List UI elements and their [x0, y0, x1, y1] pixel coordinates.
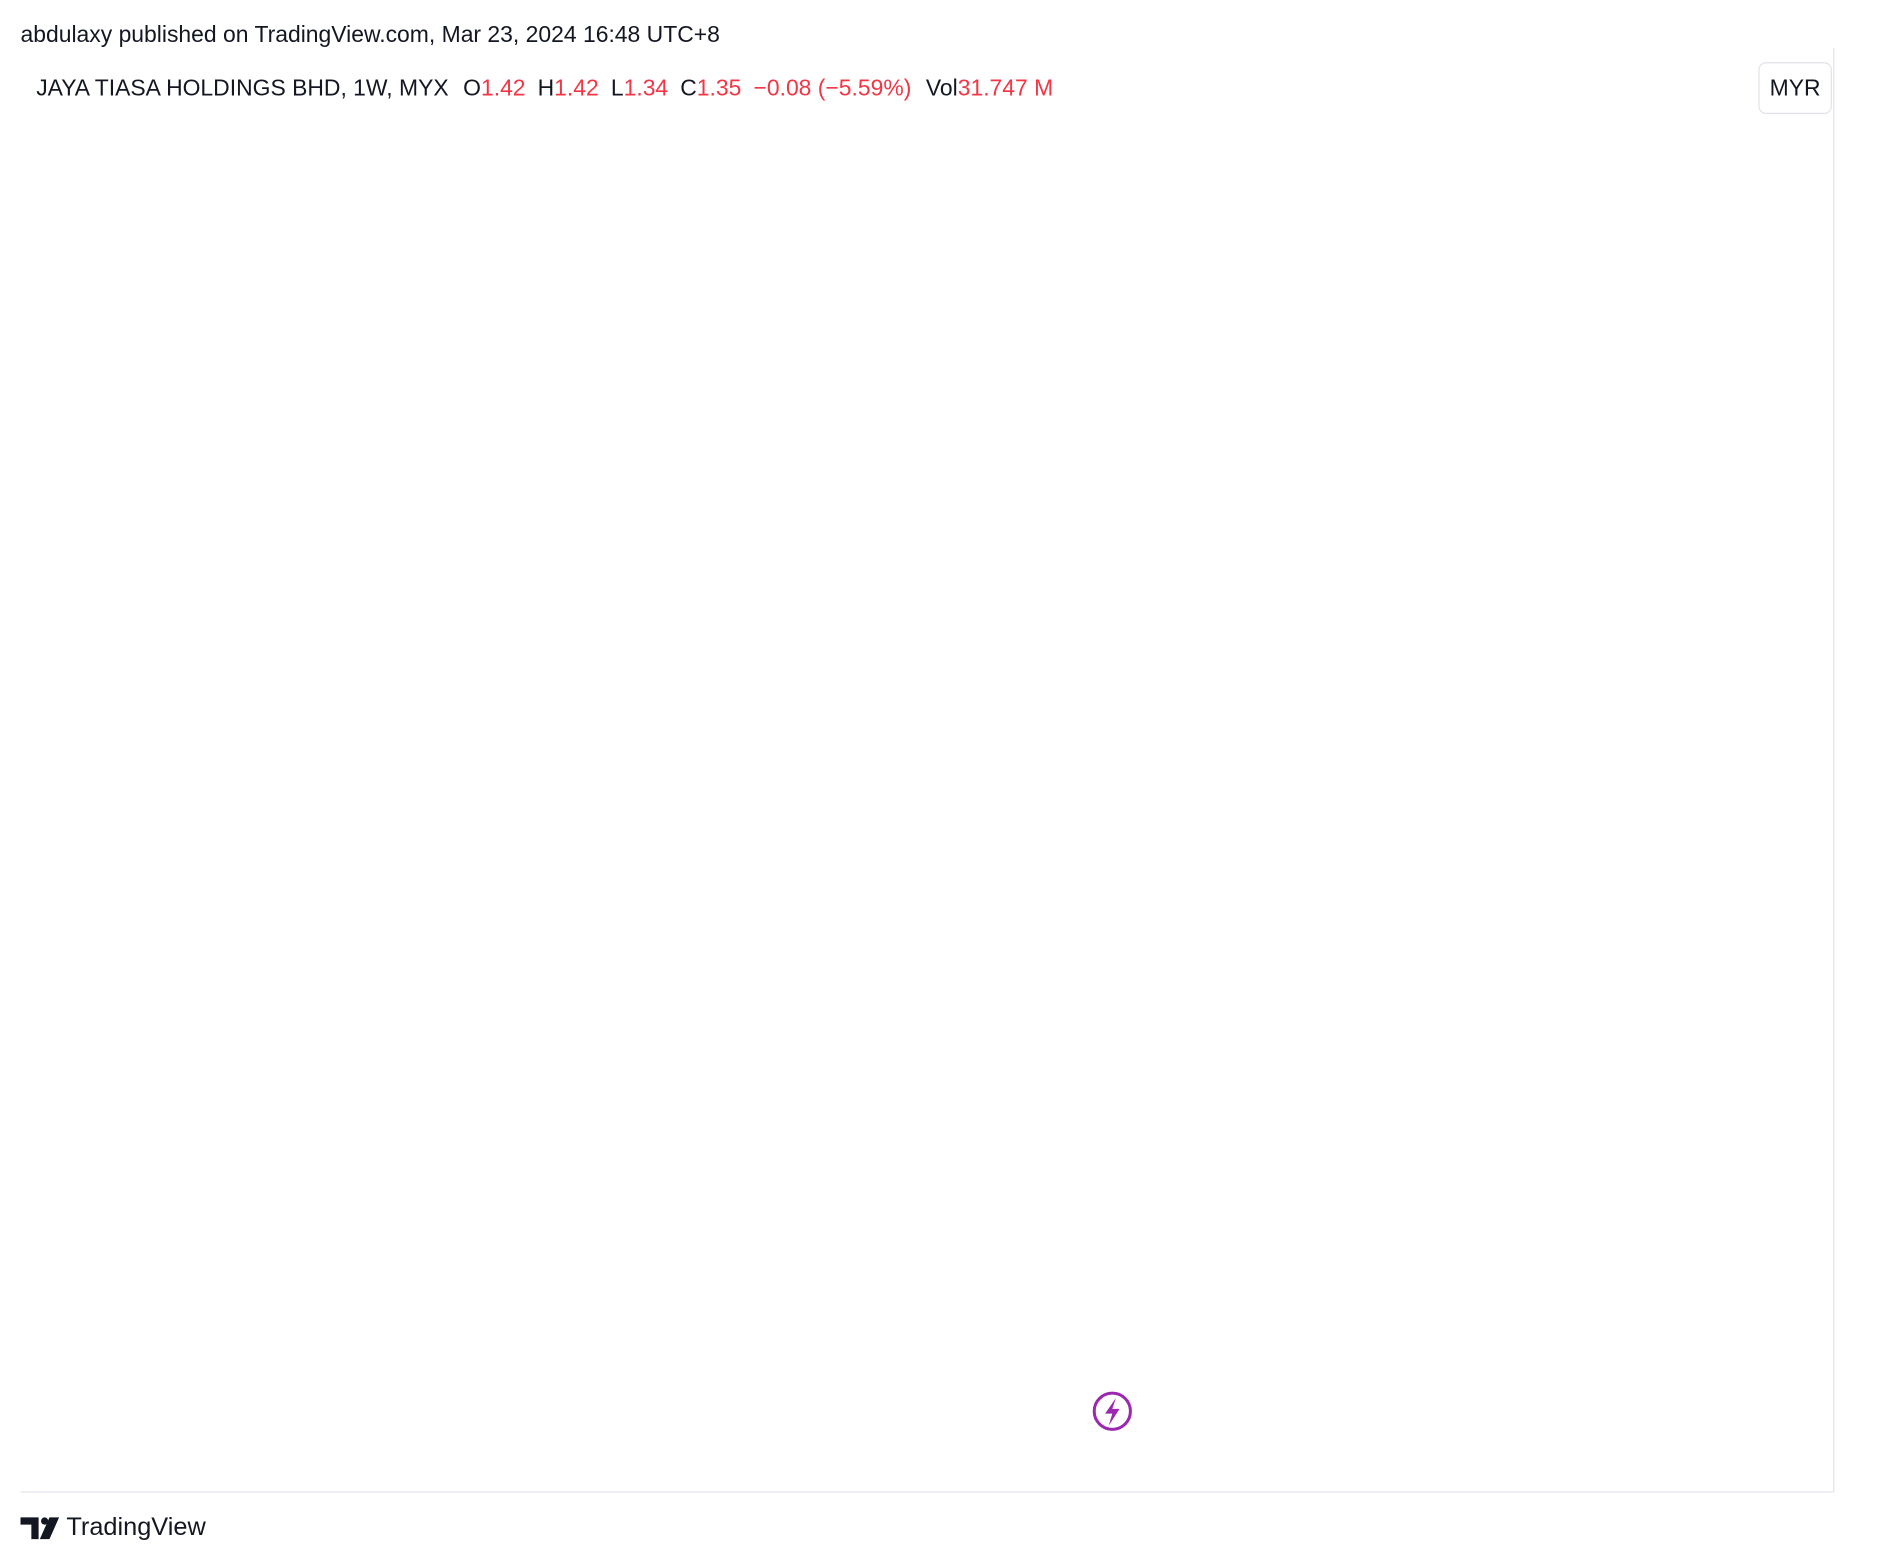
symbol: JAYA TIASA HOLDINGS BHD, 1W, MYX	[36, 74, 448, 100]
l-label: L	[611, 74, 624, 100]
currency-box[interactable]	[1758, 62, 1832, 114]
l-value: 1.34	[624, 74, 669, 100]
vol-value: 31.747 M	[958, 74, 1054, 100]
c-value: 1.35	[697, 74, 742, 100]
o-label: O	[463, 74, 481, 100]
brand: TradingView	[66, 1513, 206, 1541]
publisher: abdulaxy published on TradingView.com, M…	[21, 21, 720, 47]
vol-label: Vol	[926, 74, 958, 100]
change: −0.08 (−5.59%)	[753, 74, 911, 100]
logo	[20, 1517, 60, 1540]
legend: JAYA TIASA HOLDINGS BHD, 1W, MYX O1.42 H1.…	[36, 74, 1053, 100]
currency[interactable]: MYR	[1770, 74, 1821, 100]
h-value: 1.42	[554, 74, 599, 100]
h-label: H	[538, 74, 555, 100]
event-bolt	[1105, 1397, 1120, 1426]
o-value: 1.42	[481, 74, 526, 100]
c-label: C	[680, 74, 697, 100]
